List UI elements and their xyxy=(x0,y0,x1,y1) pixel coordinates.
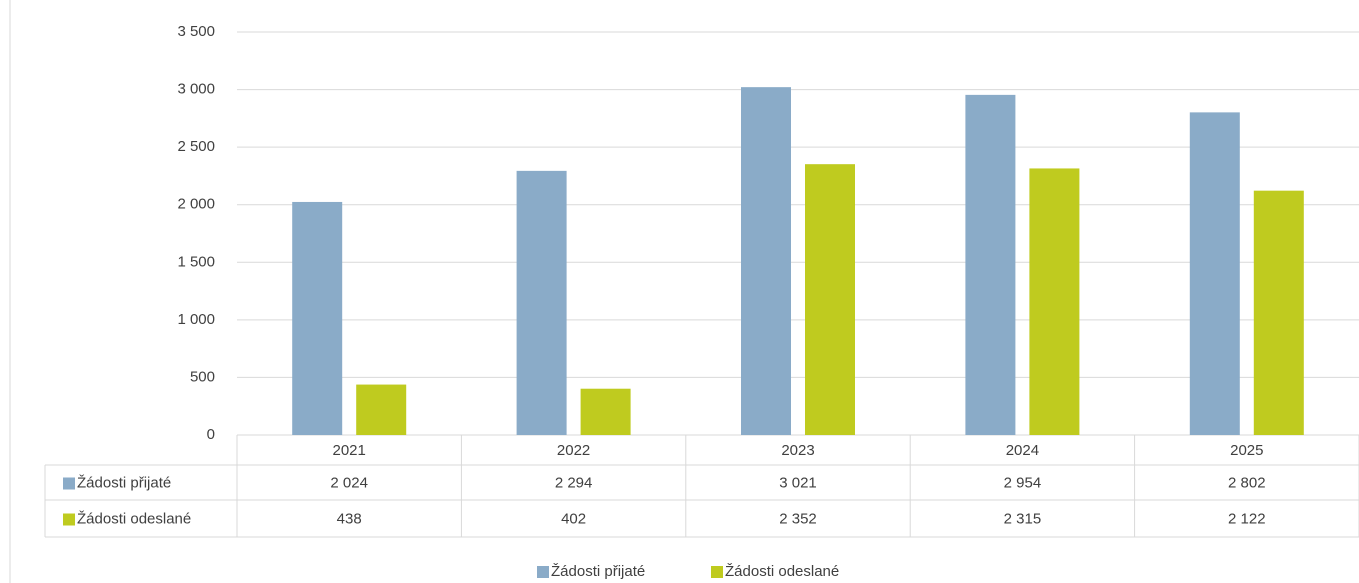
table-value: 2 352 xyxy=(779,510,817,527)
y-tick-label: 1 000 xyxy=(177,311,215,328)
bar xyxy=(805,164,855,435)
legend-swatch xyxy=(63,477,75,490)
x-tick-label: 2024 xyxy=(1006,442,1039,459)
x-tick-label: 2025 xyxy=(1230,442,1263,459)
x-tick-label: 2022 xyxy=(557,442,590,459)
y-tick-label: 0 xyxy=(207,426,215,443)
bar xyxy=(965,94,1016,436)
legend-label: Žádosti odeslané xyxy=(725,563,839,580)
table-value: 2 122 xyxy=(1228,510,1266,527)
table-value: 2 802 xyxy=(1228,474,1266,491)
bar xyxy=(292,201,343,435)
table-value: 402 xyxy=(561,510,586,527)
bar xyxy=(1189,112,1240,435)
x-tick-label: 2023 xyxy=(781,442,814,459)
table-value: 2 954 xyxy=(1004,474,1042,491)
y-tick-label: 1 500 xyxy=(177,253,215,270)
y-tick-label: 500 xyxy=(190,368,215,385)
table-value: 438 xyxy=(337,510,362,527)
table-value: 2 024 xyxy=(330,474,368,491)
y-tick-label: 2 000 xyxy=(177,196,215,213)
y-tick-label: 3 500 xyxy=(177,23,215,40)
bar xyxy=(1253,190,1304,435)
legend-swatch xyxy=(537,566,549,578)
table-series-label: Žádosti odeslané xyxy=(77,510,191,527)
bar xyxy=(356,384,407,435)
bar xyxy=(580,388,631,435)
y-tick-label: 2 500 xyxy=(177,138,215,155)
bar xyxy=(741,87,791,435)
table-series-label: Žádosti přijaté xyxy=(77,474,171,491)
table-value: 2 294 xyxy=(555,474,593,491)
x-tick-label: 2021 xyxy=(333,442,366,459)
table-value: 3 021 xyxy=(779,474,817,491)
legend-swatch xyxy=(711,566,723,578)
legend-label: Žádosti přijaté xyxy=(551,563,645,580)
bar xyxy=(1029,168,1080,436)
bar xyxy=(516,170,567,435)
legend-swatch xyxy=(63,513,75,526)
y-tick-label: 3 000 xyxy=(177,81,215,98)
table-value: 2 315 xyxy=(1004,510,1042,527)
